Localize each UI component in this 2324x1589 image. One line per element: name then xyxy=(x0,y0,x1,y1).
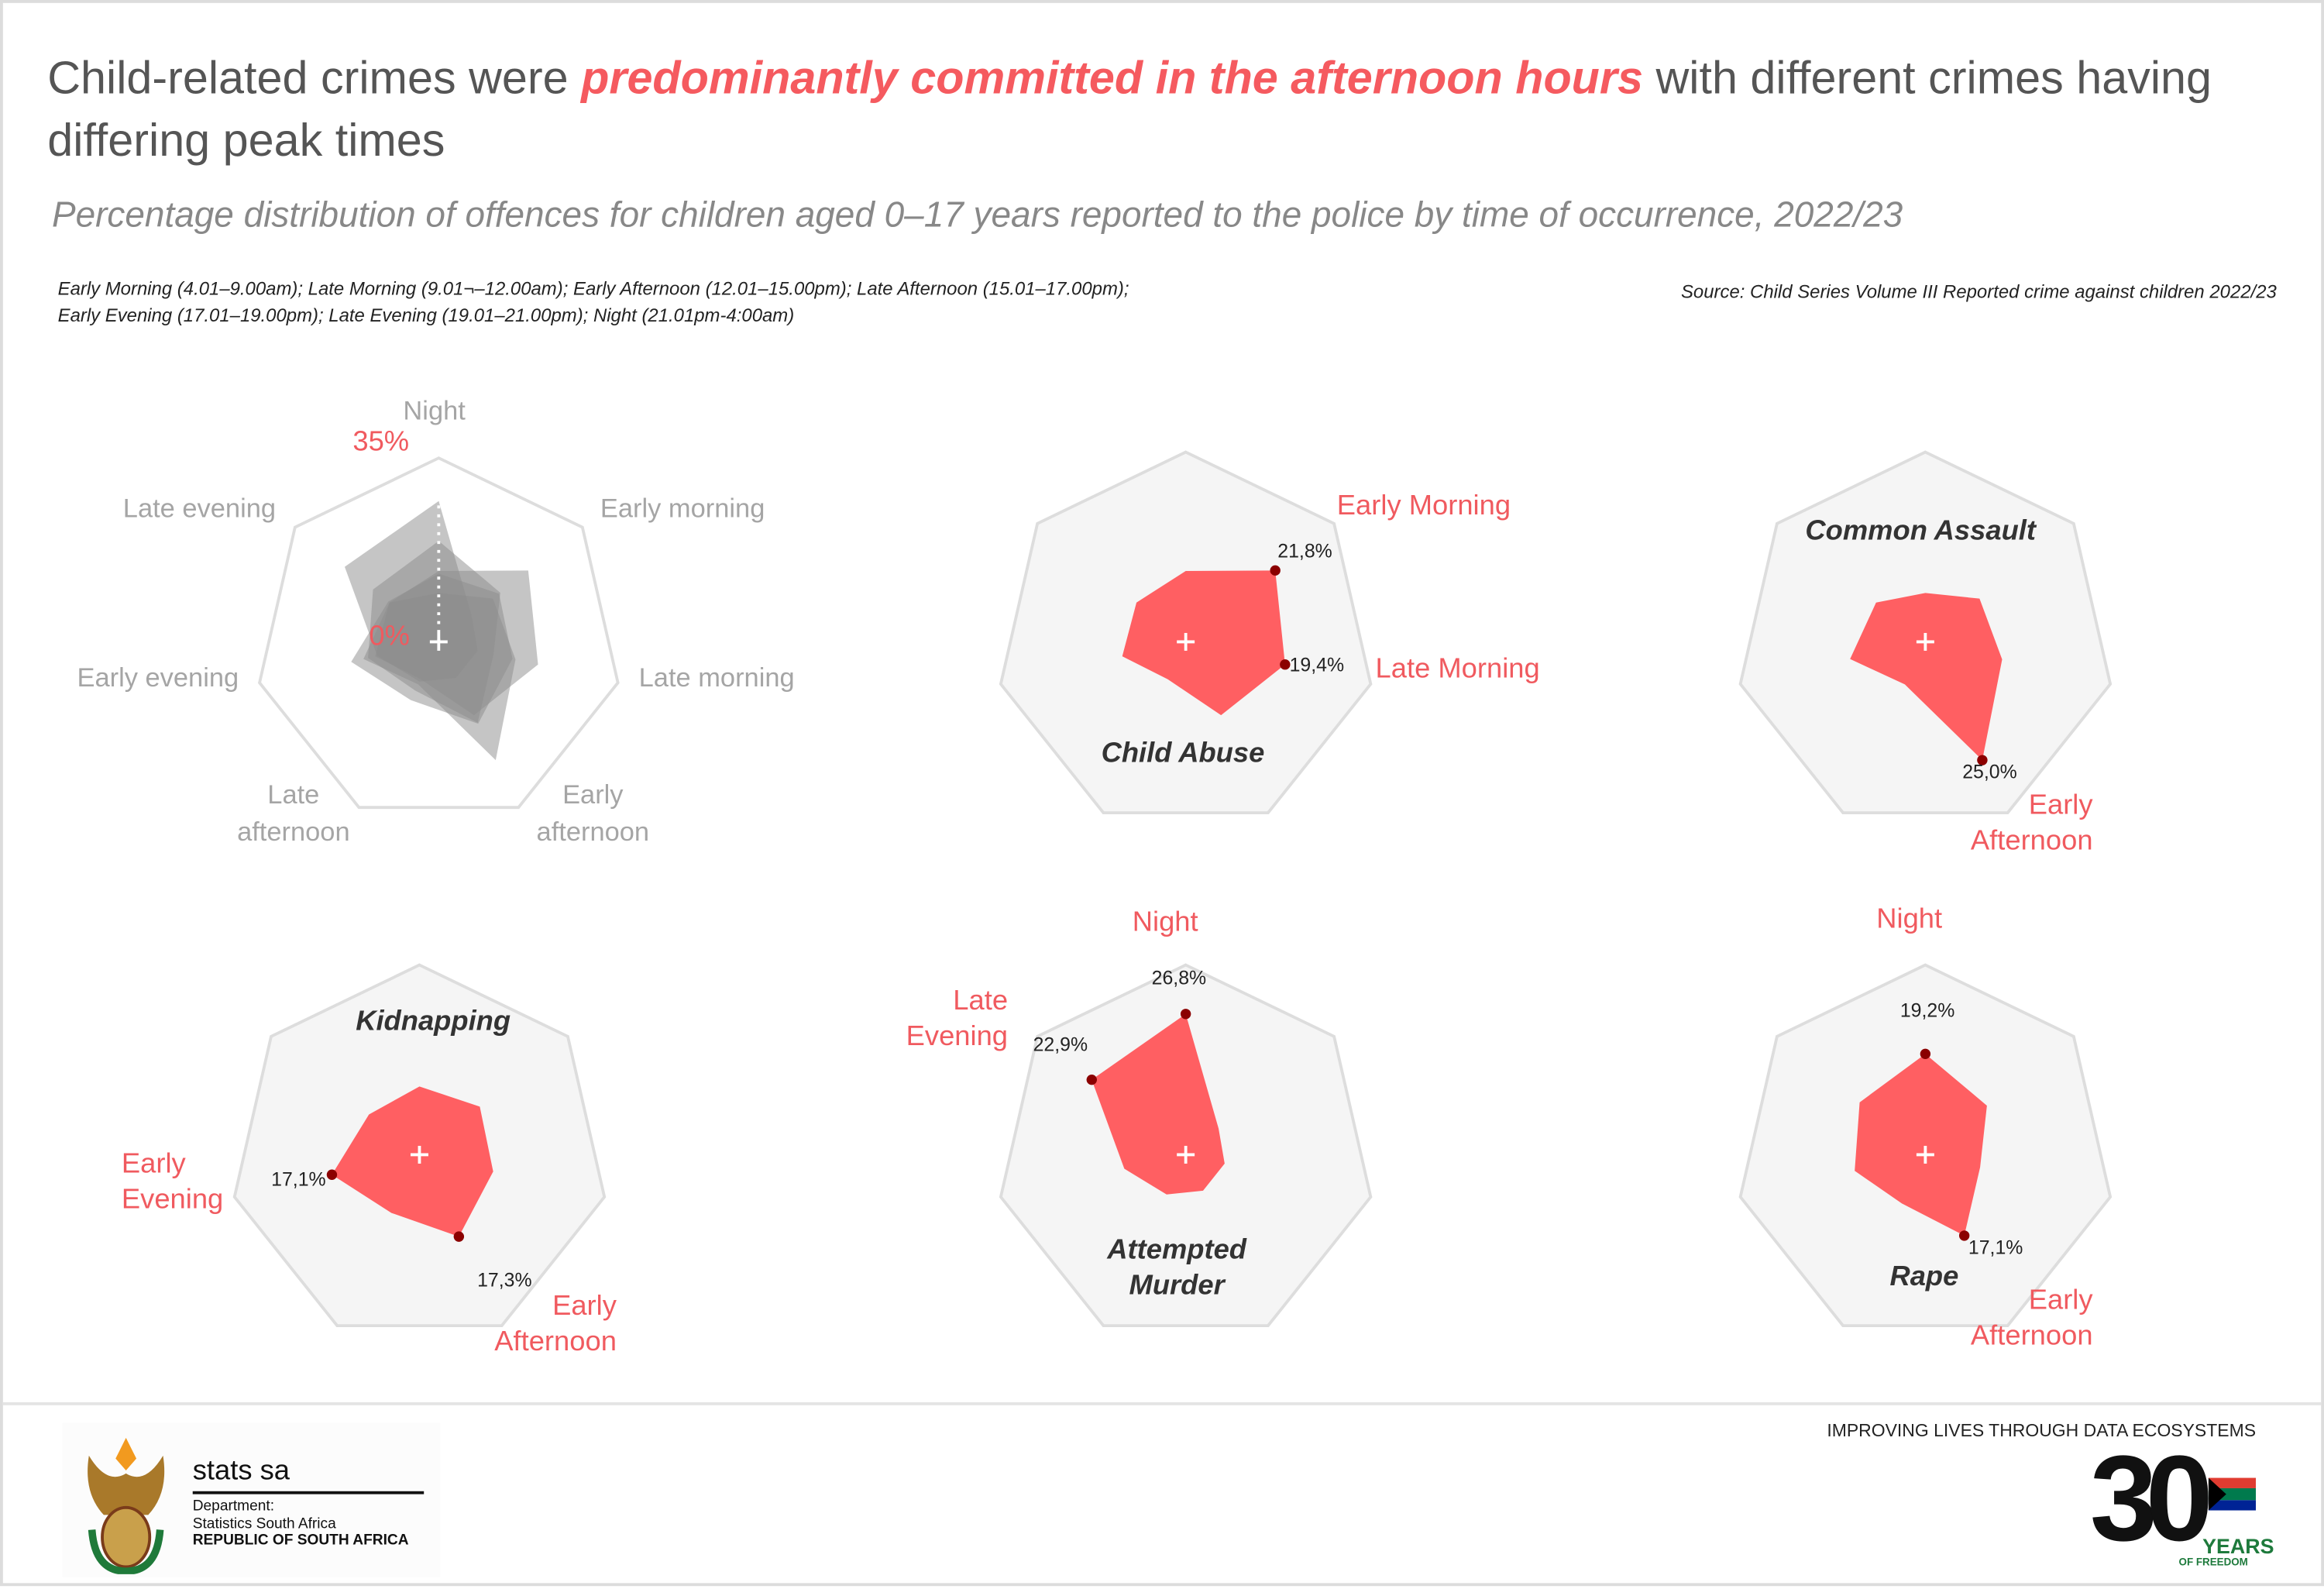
value-label: 17,1% xyxy=(271,1168,326,1191)
dept-line: Department: xyxy=(192,1498,275,1515)
logo-rule xyxy=(192,1491,425,1494)
crime-title-attempted-murder: Attempted Murder xyxy=(1107,1234,1247,1302)
axis-label-night: Night xyxy=(403,395,466,426)
crime-title-kidnapping: Kidnapping xyxy=(356,1006,511,1038)
axis-label-early-evening: Early evening xyxy=(77,662,239,693)
30-years-freedom-logo: 30 YEARS OF FREEDOM xyxy=(2090,1432,2274,1574)
peak-label: Early Morning xyxy=(1336,490,1511,522)
stats-sa-logo: stats sa Department: Statistics South Af… xyxy=(62,1422,441,1577)
sa-flag-icon xyxy=(2208,1477,2257,1511)
value-label: 26,8% xyxy=(1151,966,1207,989)
series-rape xyxy=(1855,1054,1987,1236)
footer-divider xyxy=(2,1402,2322,1405)
axis-label-late-morning: Late morning xyxy=(638,662,795,693)
r-min-label: 0% xyxy=(369,621,410,652)
crime-title-rape: Rape xyxy=(1889,1261,1959,1293)
tagline: IMPROVING LIVES THROUGH DATA ECOSYSTEMS xyxy=(1827,1419,2257,1441)
title-text: Child-related crimes were xyxy=(47,51,582,104)
anniv-freedom: OF FREEDOM xyxy=(2178,1557,2248,1569)
peak-dot-child-abuse xyxy=(1280,659,1291,670)
peak-label: Night xyxy=(1132,906,1198,939)
r-max-label: 35% xyxy=(352,427,410,459)
peak-label: Early Afternoon xyxy=(494,1291,617,1358)
axis-label-early-morning: Early morning xyxy=(600,494,765,524)
peak-dot-rape xyxy=(1920,1048,1931,1060)
time-definitions-note: Early Morning (4.01–9.00am); Late Mornin… xyxy=(57,278,1129,326)
peak-label: Early Afternoon xyxy=(1970,789,2093,857)
peak-label: Early Evening xyxy=(121,1148,224,1216)
value-label: 22,9% xyxy=(1033,1033,1088,1056)
axis-label-late-afternoon: Late afternoon xyxy=(237,779,350,847)
value-label: 25,0% xyxy=(1962,760,2017,783)
title-highlight: predominantly committed in the afternoon… xyxy=(581,51,1643,104)
peak-dot-common-assault xyxy=(1977,755,1988,765)
series-kidnapping xyxy=(332,1086,493,1237)
org-name: stats sa xyxy=(192,1455,290,1488)
page-title: Child-related crimes were predominantly … xyxy=(47,47,2285,172)
anniv-years: YEARS xyxy=(2202,1534,2274,1558)
value-label: 17,1% xyxy=(1968,1236,2023,1259)
series-attempted-murder xyxy=(1092,1013,1225,1195)
value-label: 21,8% xyxy=(1277,539,1332,562)
peak-dot-rape xyxy=(1958,1230,1970,1241)
coat-of-arms-icon xyxy=(88,1437,165,1574)
peak-dot-attempted-murder xyxy=(1180,1009,1191,1020)
radar-charts xyxy=(232,450,2113,1328)
value-label: 19,4% xyxy=(1289,653,1345,676)
value-label: 19,2% xyxy=(1899,999,1955,1022)
peak-label: Early Afternoon xyxy=(1970,1285,2093,1352)
dept-line: Statistics South Africa xyxy=(192,1516,336,1533)
crime-title-common-assault: Common Assault xyxy=(1805,515,2037,548)
subtitle: Percentage distribution of offences for … xyxy=(51,195,1903,236)
peak-dot-child-abuse xyxy=(1270,565,1281,576)
overview-series-rape xyxy=(368,541,500,723)
title-text-end: with different crimes having differing p… xyxy=(47,51,2212,167)
source-note: Source: Child Series Volume III Reported… xyxy=(1680,281,2277,303)
axis-label-late-evening: Late evening xyxy=(122,494,277,524)
peak-label: Night xyxy=(1876,904,1943,936)
value-label: 17,3% xyxy=(477,1268,532,1291)
series-child-abuse xyxy=(1122,570,1285,716)
peak-label: Late Evening xyxy=(906,985,1009,1053)
peak-dot-kidnapping xyxy=(453,1231,465,1242)
peak-label: Late Morning xyxy=(1375,653,1540,685)
axis-label-early-afternoon: Early afternoon xyxy=(536,779,650,847)
peak-dot-kidnapping xyxy=(326,1169,338,1180)
series-common-assault xyxy=(1850,593,2003,761)
anniv-number: 30 xyxy=(2089,1432,2213,1567)
peak-dot-attempted-murder xyxy=(1086,1074,1097,1085)
dept-line: REPUBLIC OF SOUTH AFRICA xyxy=(192,1532,409,1549)
crime-title-child-abuse: Child Abuse xyxy=(1101,738,1265,770)
